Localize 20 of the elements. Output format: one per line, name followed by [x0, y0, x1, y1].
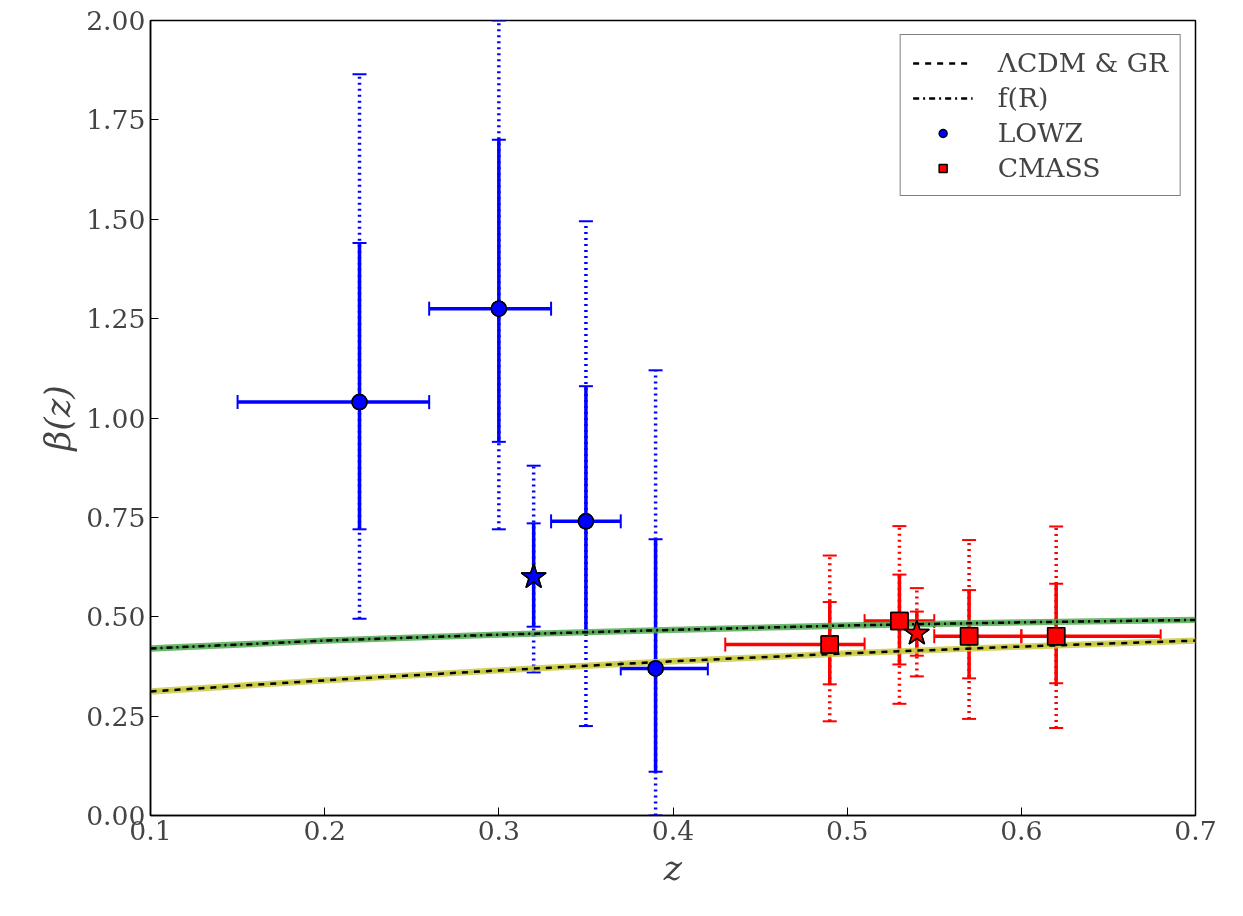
legend-label: f(R)	[997, 82, 1049, 113]
x-tick-label: 0.7	[1174, 814, 1217, 846]
x-axis-title: z	[662, 847, 683, 888]
y-tick-label: 0.25	[86, 700, 146, 732]
x-tick-label: 0.3	[477, 814, 521, 846]
x-tick-label: 0.6	[1000, 814, 1043, 846]
y-tick-label: 1.00	[86, 402, 146, 434]
y-axis-title: β(z)	[38, 385, 79, 453]
y-tick-label: 1.50	[86, 203, 146, 235]
x-tick-label: 0.5	[825, 814, 869, 846]
x-tick-label: 0.2	[303, 814, 346, 846]
y-tick-label: 1.75	[86, 104, 146, 136]
legend-label: LOWZ	[997, 117, 1084, 148]
y-tick-label: 2.00	[86, 5, 146, 36]
legend-label: ΛCDM & GR	[997, 47, 1168, 78]
legend-label: CMASS	[997, 152, 1101, 183]
y-tick-label: 1.25	[86, 303, 146, 335]
x-tick-label: 0.4	[651, 814, 695, 846]
y-tick-label: 0.50	[86, 601, 146, 633]
y-tick-label: 0.75	[86, 501, 146, 533]
